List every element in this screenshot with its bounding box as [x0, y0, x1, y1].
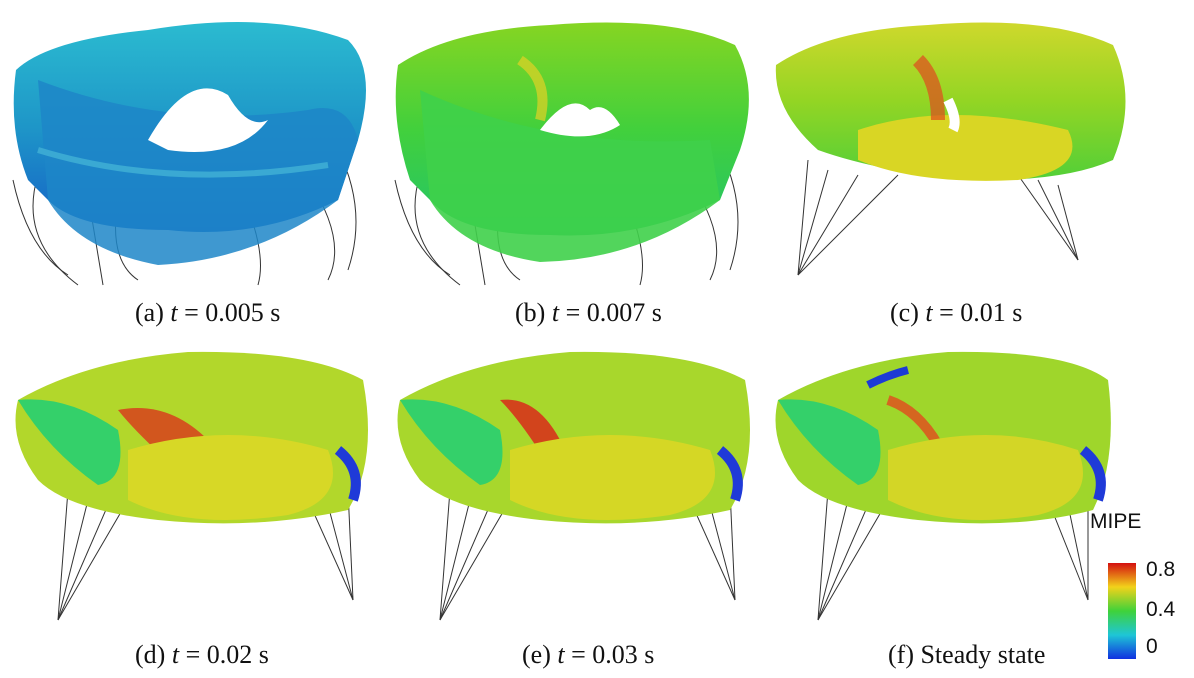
colorbar: [1108, 563, 1136, 659]
valve-surface-e: [397, 351, 750, 621]
colorbar-title: MIPE: [1090, 510, 1142, 533]
valve-surface-f: [775, 351, 1111, 621]
valve-render-d: [8, 340, 378, 640]
valve-surface-a: [12, 22, 366, 286]
caption-b: (b) t = 0.007 s: [515, 298, 662, 327]
colorbar-min-label: 0: [1146, 635, 1158, 658]
colorbar-mid-label: 0.4: [1146, 598, 1176, 621]
caption-e: (e) t = 0.03 s: [522, 640, 655, 669]
valve-render-b: [390, 0, 760, 300]
caption-f: (f) Steady state: [888, 640, 1046, 669]
valve-surface-b: [394, 22, 749, 286]
valve-render-f: [768, 340, 1118, 640]
colorbar-max-label: 0.8: [1146, 558, 1176, 581]
valve-surface-c: [775, 22, 1126, 276]
valve-render-e: [390, 340, 760, 640]
valve-surface-d: [15, 351, 368, 621]
caption-a: (a) t = 0.005 s: [135, 298, 281, 327]
valve-render-a: [8, 0, 378, 300]
valve-render-c: [768, 0, 1138, 300]
caption-c: (c) t = 0.01 s: [890, 298, 1023, 327]
caption-d: (d) t = 0.02 s: [135, 640, 269, 669]
